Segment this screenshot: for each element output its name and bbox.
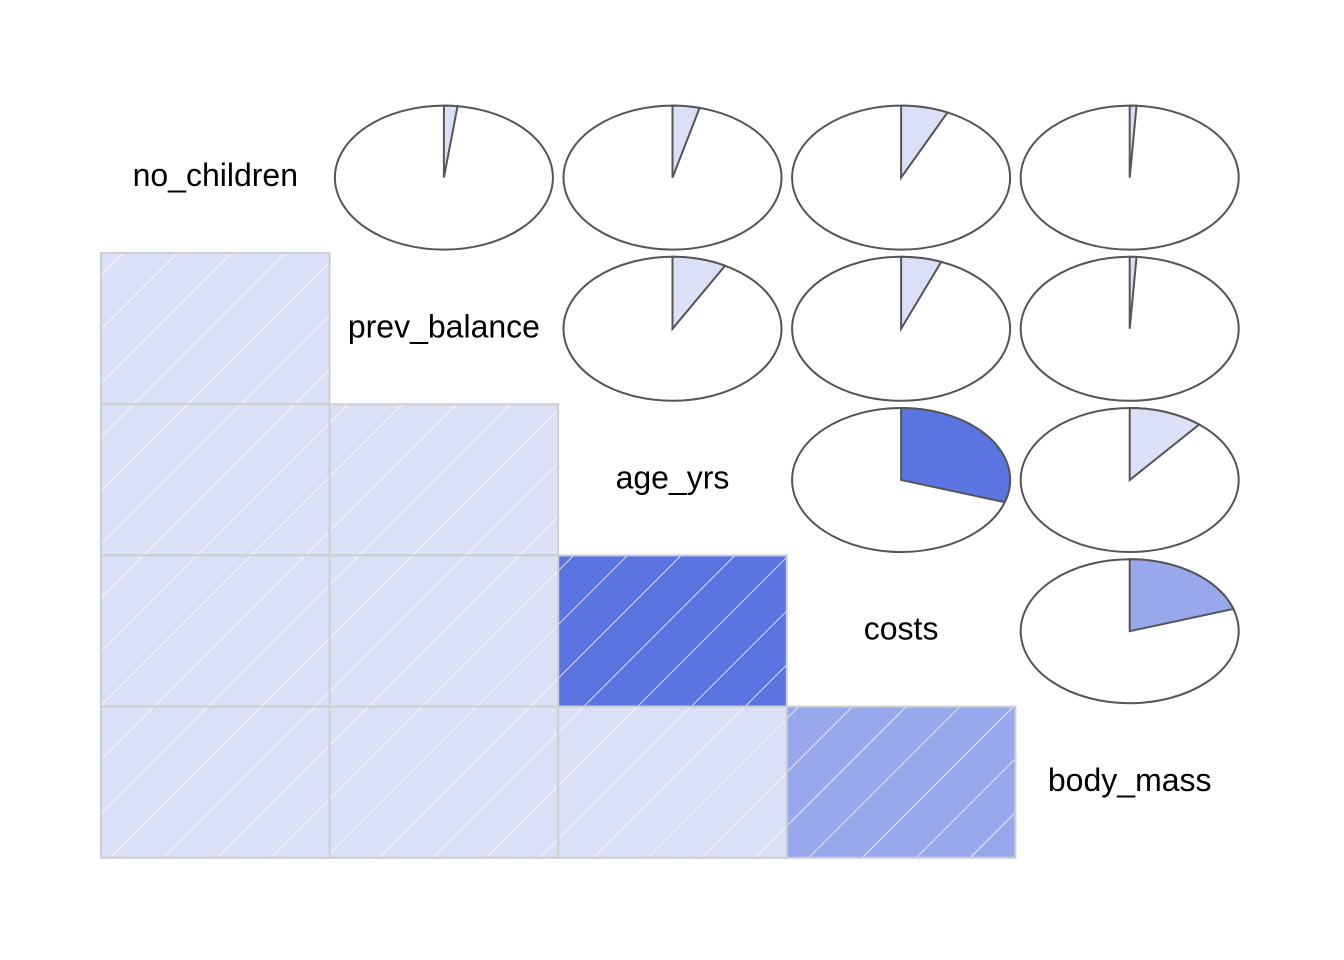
pie-wedge — [442, 104, 459, 178]
pie-wedge — [1128, 406, 1201, 483]
pie-cell-no_children-age_yrs — [562, 104, 783, 251]
pie-cell-prev_balance-costs — [791, 255, 1012, 402]
pie-wedge — [900, 406, 1012, 504]
pie-wedge — [671, 255, 727, 332]
shade-cell-body_mass-no_children — [100, 705, 331, 859]
shade-cell-costs-age_yrs — [557, 554, 788, 708]
shade-cell-body_mass-prev_balance — [328, 705, 560, 859]
pie-cell-prev_balance-body_mass — [1019, 255, 1240, 402]
pie-cell-no_children-body_mass — [1019, 104, 1240, 251]
diagonal-label-body-mass: body_mass — [1048, 762, 1212, 798]
diagonal-label-age-yrs: age_yrs — [616, 459, 730, 495]
pie-cell-no_children-prev_balance — [333, 104, 554, 251]
pie-wedge — [900, 104, 950, 181]
diagonal-label-no-children: no_children — [133, 157, 298, 193]
pie-wedge — [1128, 558, 1235, 633]
shade-cell-prev_balance-no_children — [100, 252, 331, 406]
pie-cell-age_yrs-costs — [791, 406, 1012, 553]
variable-labels: no_children prev_balance age_yrs costs b… — [133, 157, 1212, 798]
pie-cell-no_children-costs — [791, 104, 1012, 251]
pie-wedge — [900, 255, 943, 333]
shade-cell-costs-prev_balance — [328, 554, 560, 708]
pie-cell-age_yrs-body_mass — [1019, 406, 1240, 553]
pie-wedge — [1128, 104, 1138, 178]
shade-cell-body_mass-costs — [785, 705, 1017, 859]
diagonal-label-costs: costs — [864, 611, 939, 647]
corrgram-cells — [100, 104, 1240, 859]
pie-cell-prev_balance-age_yrs — [562, 255, 783, 402]
diagonal-label-prev-balance: prev_balance — [348, 308, 540, 344]
shade-cell-body_mass-age_yrs — [557, 705, 788, 859]
shade-cell-costs-no_children — [100, 554, 331, 708]
shade-cell-age_yrs-prev_balance — [328, 403, 560, 557]
shade-cell-age_yrs-no_children — [100, 403, 331, 557]
pie-wedge — [671, 104, 701, 178]
pie-cell-costs-body_mass — [1019, 558, 1240, 705]
pie-wedge — [1128, 255, 1138, 329]
